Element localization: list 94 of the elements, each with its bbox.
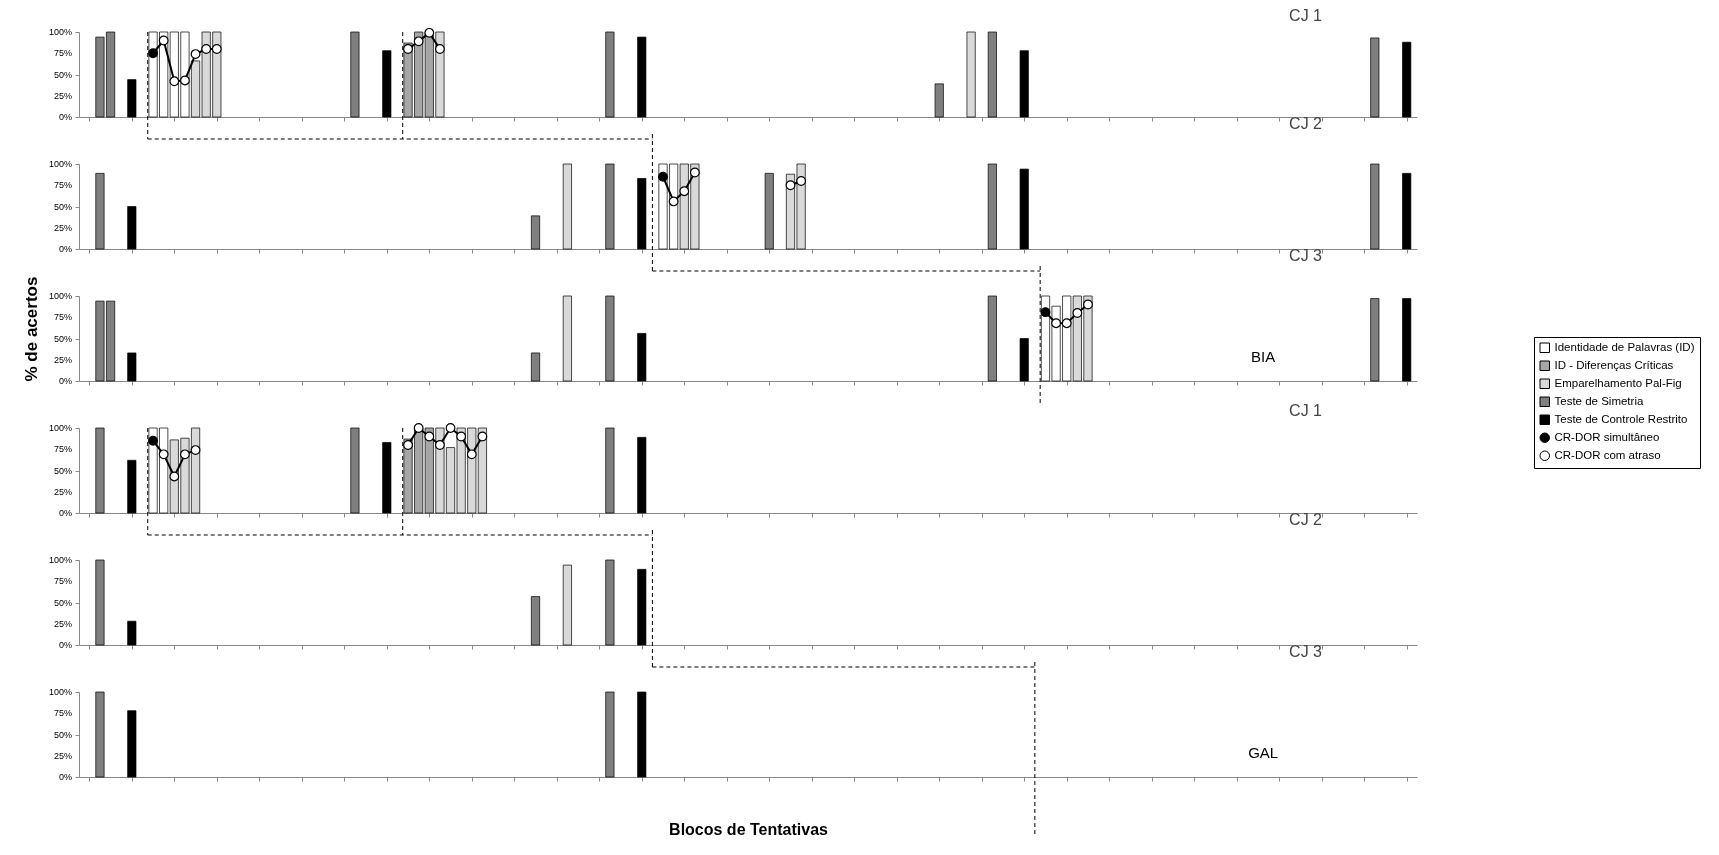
point <box>413 423 424 433</box>
chart-title: CJ 3 <box>1289 246 1323 264</box>
bar <box>382 442 392 514</box>
y-tick-label: 25% <box>53 354 72 365</box>
y-tick-label: 25% <box>53 486 72 497</box>
y-tick-label: 75% <box>53 708 72 719</box>
y-tick-label: 50% <box>53 597 72 608</box>
y-tick-label: 25% <box>53 90 72 101</box>
y-tick-label: 0% <box>58 508 72 518</box>
bar <box>1019 338 1029 382</box>
bar <box>1019 50 1029 118</box>
y-tick-label: 0% <box>58 244 72 254</box>
bar <box>637 569 647 646</box>
y-tick-label: 100% <box>48 423 72 433</box>
point <box>424 431 435 442</box>
y-tick-label: 100% <box>48 27 72 37</box>
point <box>180 75 190 86</box>
y-tick-label: 50% <box>53 729 72 740</box>
legend-label: ID - Diferenças Críticas <box>1554 358 1674 371</box>
y-tick-label: 100% <box>48 687 72 697</box>
bar <box>382 50 392 118</box>
legend-label: CR-DOR com atraso <box>1554 448 1661 461</box>
point <box>169 471 180 482</box>
bar <box>1402 41 1412 118</box>
chart-title: CJ 3 <box>1289 642 1323 660</box>
point <box>190 49 201 60</box>
y-tick-label: 25% <box>53 618 72 629</box>
chart-title: CJ 2 <box>1289 114 1323 132</box>
bar <box>637 333 647 382</box>
y-tick-label: 25% <box>53 222 72 233</box>
y-tick-label: 50% <box>53 69 72 80</box>
bar <box>966 31 976 118</box>
bar <box>127 79 137 118</box>
bar <box>127 206 137 250</box>
bar <box>1402 298 1412 382</box>
bar <box>1402 173 1412 250</box>
x-axis-title: Blocos de Tentativas <box>669 821 829 838</box>
bar <box>562 564 572 646</box>
point <box>211 44 222 54</box>
bar <box>127 620 137 646</box>
bar <box>562 295 572 382</box>
point <box>201 44 212 54</box>
point <box>190 445 201 456</box>
annotation: BIA <box>1251 348 1276 366</box>
bar <box>637 437 647 514</box>
bar <box>562 163 572 250</box>
y-tick-label: 50% <box>53 201 72 212</box>
point <box>424 27 435 38</box>
point <box>413 36 424 47</box>
point <box>158 35 169 46</box>
bar <box>637 178 647 250</box>
y-tick-label: 0% <box>58 112 72 122</box>
y-tick-label: 50% <box>53 333 72 344</box>
legend-label: CR-DOR simultâneo <box>1554 430 1660 443</box>
point <box>668 196 679 207</box>
legend-label: Teste de Simetria <box>1554 394 1644 407</box>
bar <box>1019 168 1029 250</box>
y-tick-label: 75% <box>53 576 72 587</box>
legend-label: Identidade de Palavras (ID) <box>1554 340 1695 353</box>
y-tick-label: 50% <box>53 465 72 476</box>
legend-label: Emparelhamento Pal-Fig <box>1554 376 1682 389</box>
point <box>785 180 796 191</box>
point <box>445 423 456 433</box>
y-tick-label: 75% <box>53 180 72 191</box>
bar <box>127 459 137 514</box>
point <box>1051 318 1062 329</box>
annotation: GAL <box>1248 744 1279 762</box>
point <box>1040 307 1051 318</box>
point <box>434 44 445 54</box>
point <box>1072 308 1083 318</box>
y-tick-label: 0% <box>58 376 72 386</box>
point <box>796 176 807 186</box>
bar <box>637 36 647 118</box>
chart-title: CJ 2 <box>1289 510 1323 528</box>
point <box>169 76 180 87</box>
y-tick-label: 0% <box>58 640 72 650</box>
y-tick-label: 100% <box>48 291 72 301</box>
point <box>477 431 488 442</box>
y-tick-label: 75% <box>53 444 72 455</box>
point <box>158 449 169 460</box>
bar <box>127 352 137 382</box>
chart-title: CJ 1 <box>1289 402 1323 420</box>
point <box>1083 299 1093 310</box>
legend-label: Teste de Controle Restrito <box>1554 412 1688 425</box>
y-tick-label: 100% <box>48 555 72 565</box>
y-tick-label: 100% <box>48 159 72 169</box>
y-tick-label: 75% <box>53 312 72 323</box>
point <box>1061 318 1072 329</box>
chart-title: CJ 1 <box>1289 7 1323 25</box>
y-tick-label: 0% <box>58 772 72 782</box>
y-axis-title: % de acertos <box>22 276 41 382</box>
y-tick-label: 25% <box>53 750 72 761</box>
point <box>180 449 190 460</box>
y-tick-label: 75% <box>53 48 72 59</box>
